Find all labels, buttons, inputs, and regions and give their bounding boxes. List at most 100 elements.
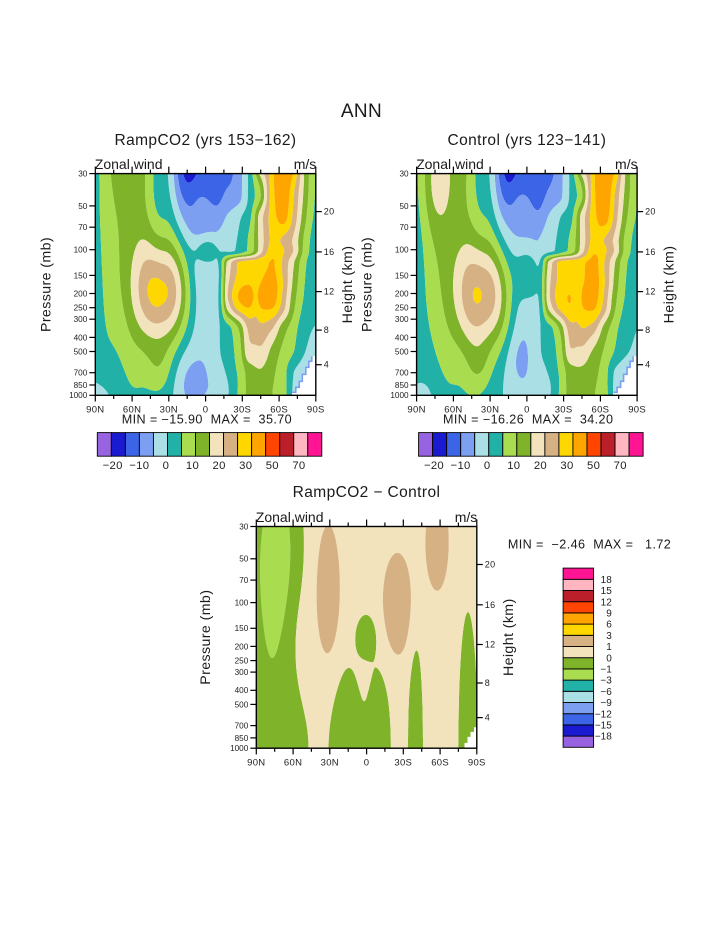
svg-text:0: 0: [484, 460, 491, 472]
svg-text:30: 30: [399, 170, 409, 179]
svg-text:1000: 1000: [390, 391, 409, 400]
svg-text:250: 250: [74, 304, 88, 313]
svg-text:0: 0: [203, 405, 209, 416]
svg-text:70: 70: [78, 223, 88, 232]
svg-text:60N: 60N: [123, 405, 141, 416]
svg-text:30N: 30N: [321, 757, 339, 768]
svg-text:90N: 90N: [407, 405, 425, 416]
svg-text:400: 400: [235, 686, 249, 695]
svg-text:200: 200: [395, 289, 409, 298]
svg-text:150: 150: [235, 624, 249, 633]
svg-text:30S: 30S: [394, 757, 412, 768]
svg-text:4: 4: [485, 713, 490, 723]
svg-text:Pressure (mb): Pressure (mb): [198, 590, 214, 685]
svg-text:Zonal wind: Zonal wind: [256, 509, 324, 525]
svg-text:20: 20: [645, 207, 656, 217]
svg-text:12: 12: [601, 597, 613, 608]
svg-text:−18: −18: [595, 732, 612, 743]
svg-text:MIN = −2.46 MAX = 1.72: MIN = −2.46 MAX = 1.72: [508, 538, 671, 552]
svg-text:700: 700: [74, 369, 88, 378]
svg-text:ANN: ANN: [341, 101, 382, 122]
svg-text:Zonal wind: Zonal wind: [416, 156, 484, 172]
svg-text:30S: 30S: [555, 405, 573, 416]
svg-text:12: 12: [645, 287, 656, 297]
svg-text:12: 12: [485, 640, 496, 650]
svg-text:60S: 60S: [591, 405, 609, 416]
svg-text:10: 10: [507, 460, 520, 472]
svg-text:−6: −6: [600, 687, 612, 698]
svg-text:30N: 30N: [481, 405, 499, 416]
svg-text:200: 200: [74, 289, 88, 298]
svg-text:20: 20: [324, 207, 335, 217]
svg-text:8: 8: [645, 325, 650, 335]
svg-text:70: 70: [292, 460, 305, 472]
svg-text:0: 0: [606, 653, 612, 664]
svg-text:−20: −20: [424, 460, 444, 472]
svg-text:30: 30: [239, 522, 249, 531]
svg-text:Height (km): Height (km): [661, 246, 677, 324]
svg-text:70: 70: [399, 223, 409, 232]
svg-text:60S: 60S: [431, 757, 449, 768]
svg-text:6: 6: [606, 620, 612, 631]
svg-text:MIN = −15.90 MAX = 35.70: MIN = −15.90 MAX = 35.70: [122, 413, 292, 427]
svg-text:20: 20: [485, 560, 496, 570]
svg-text:60N: 60N: [284, 757, 302, 768]
svg-text:90N: 90N: [247, 757, 265, 768]
svg-text:Height (km): Height (km): [340, 246, 356, 324]
svg-text:850: 850: [235, 734, 249, 743]
svg-text:m/s: m/s: [294, 156, 317, 172]
svg-text:15: 15: [601, 586, 613, 597]
svg-text:16: 16: [485, 600, 496, 610]
svg-text:60N: 60N: [444, 405, 462, 416]
svg-text:Zonal wind: Zonal wind: [95, 156, 163, 172]
svg-text:0: 0: [163, 460, 170, 472]
svg-text:0: 0: [524, 405, 530, 416]
svg-text:−3: −3: [600, 676, 612, 687]
svg-text:90S: 90S: [307, 405, 325, 416]
svg-text:300: 300: [395, 315, 409, 324]
svg-text:90S: 90S: [468, 757, 486, 768]
svg-text:100: 100: [74, 246, 88, 255]
svg-text:4: 4: [324, 360, 329, 370]
svg-text:300: 300: [74, 315, 88, 324]
svg-text:300: 300: [235, 668, 249, 677]
svg-text:−15: −15: [595, 721, 612, 732]
svg-text:200: 200: [235, 642, 249, 651]
svg-text:16: 16: [324, 247, 335, 257]
svg-text:60S: 60S: [270, 405, 288, 416]
svg-text:500: 500: [74, 347, 88, 356]
svg-text:MIN = −16.26 MAX = 34.20: MIN = −16.26 MAX = 34.20: [443, 413, 613, 427]
svg-text:1: 1: [606, 642, 612, 653]
svg-text:250: 250: [235, 657, 249, 666]
svg-text:−9: −9: [600, 698, 612, 709]
svg-text:m/s: m/s: [455, 509, 478, 525]
svg-text:400: 400: [395, 333, 409, 342]
svg-text:50: 50: [266, 460, 279, 472]
svg-text:Height (km): Height (km): [501, 598, 517, 676]
svg-text:1000: 1000: [230, 744, 249, 753]
svg-text:RampCO2 − Control: RampCO2 − Control: [293, 484, 441, 501]
svg-text:100: 100: [235, 599, 249, 608]
svg-text:9: 9: [606, 609, 612, 620]
svg-text:−1: −1: [600, 665, 612, 676]
svg-text:16: 16: [645, 247, 656, 257]
svg-text:150: 150: [395, 271, 409, 280]
svg-text:500: 500: [235, 700, 249, 709]
svg-text:Pressure (mb): Pressure (mb): [360, 237, 376, 332]
svg-text:90N: 90N: [86, 405, 104, 416]
svg-text:850: 850: [74, 381, 88, 390]
svg-text:8: 8: [324, 325, 329, 335]
svg-text:Control (yrs 123−141): Control (yrs 123−141): [448, 132, 607, 149]
svg-text:50: 50: [239, 555, 249, 564]
svg-text:850: 850: [395, 381, 409, 390]
svg-text:500: 500: [395, 347, 409, 356]
svg-text:12: 12: [324, 287, 335, 297]
svg-text:18: 18: [601, 575, 613, 586]
svg-text:700: 700: [235, 722, 249, 731]
svg-text:100: 100: [395, 246, 409, 255]
svg-text:50: 50: [78, 202, 88, 211]
svg-text:−12: −12: [595, 709, 612, 720]
svg-text:10: 10: [186, 460, 199, 472]
svg-text:8: 8: [485, 678, 490, 688]
svg-text:−10: −10: [129, 460, 149, 472]
